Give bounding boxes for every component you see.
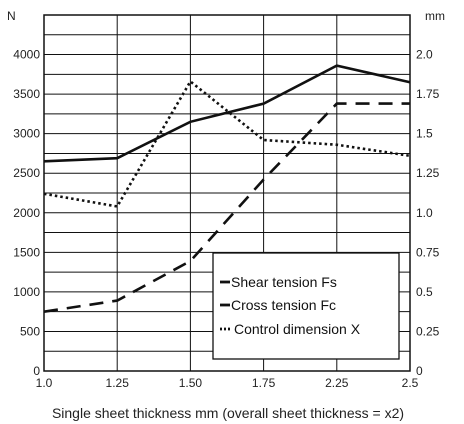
x-tick-label: 1.25 xyxy=(106,376,130,390)
y-right-tick-label: 1.25 xyxy=(416,166,440,180)
y-left-tick-label: 2500 xyxy=(13,166,40,180)
y-right-tick-label: 1.5 xyxy=(416,127,433,141)
y-right-tick-label: 0 xyxy=(416,364,423,378)
x-tick-label: 1.75 xyxy=(252,376,276,390)
legend-box xyxy=(212,252,400,360)
x-tick-label: 2.5 xyxy=(402,376,419,390)
plot-frame xyxy=(43,14,411,372)
y-right-tick-label: 1.0 xyxy=(416,206,433,220)
y-left-tick-label: 0 xyxy=(33,364,40,378)
legend-label-control: Control dimension X xyxy=(234,321,361,337)
y-left-unit: N xyxy=(7,9,16,23)
x-tick-label: 2.25 xyxy=(325,376,349,390)
y-left-tick-label: 2000 xyxy=(13,206,40,220)
series-line-control-dimension xyxy=(43,79,411,208)
y-right-tick-label: 0.25 xyxy=(416,324,440,338)
legend-label-shear: Shear tension Fs xyxy=(231,274,337,290)
x-axis-label: Single sheet thickness mm (overall sheet… xyxy=(52,405,404,421)
ticks-layer: 1.0 1.25 1.50 1.75 2.25 2.5050010001500200025… xyxy=(13,48,439,390)
y-left-tick-label: 1000 xyxy=(13,285,40,299)
series-line-cross-tension xyxy=(43,102,410,313)
y-right-tick-label: 0.5 xyxy=(416,285,433,299)
y-left-tick-label: 500 xyxy=(20,324,40,338)
y-left-tick-label: 3000 xyxy=(13,127,40,141)
y-right-tick-label: 0.75 xyxy=(416,245,440,259)
y-left-tick-label: 1500 xyxy=(13,245,40,259)
legend-label-cross: Cross tension Fc xyxy=(231,297,336,313)
legend: Shear tension Fs Cross tension Fc Contro… xyxy=(212,252,400,360)
y-right-unit: mm xyxy=(425,9,445,23)
y-left-tick-label: 3500 xyxy=(13,87,40,101)
y-right-tick-label: 2.0 xyxy=(416,48,433,62)
series-layer xyxy=(43,64,411,313)
y-left-tick-label: 4000 xyxy=(13,48,40,62)
series-line-shear-tension xyxy=(43,64,411,163)
y-right-tick-label: 1.75 xyxy=(416,87,440,101)
x-tick-label: 1.0 xyxy=(36,376,53,390)
x-tick-label: 1.50 xyxy=(179,376,203,390)
